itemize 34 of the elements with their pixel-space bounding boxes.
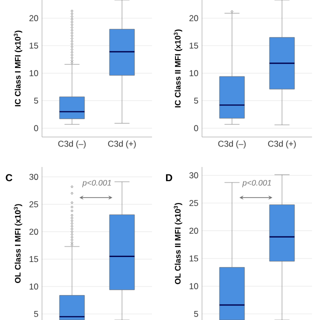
y-tick-label: 25 [189,200,198,206]
y-tick-label: 10 [30,70,38,76]
annotation: p<0.001 [242,180,271,188]
text: C [6,174,12,182]
y-tick-label: 0 [194,125,198,132]
y-tick-label: 15 [30,42,38,49]
y-tick-label: 10 [190,70,198,76]
x-tick-label: C3d (+) [268,140,296,148]
y-tick-label: 20 [29,228,38,235]
y-axis-title: OL Class I MFI (x10$^{3}$) [14,204,22,283]
x-tick-label: C3d (+) [108,140,136,148]
y-tick-label: 0 [34,125,38,132]
y-tick-label: 15 [190,256,198,262]
y-tick-label: 20 [189,15,198,22]
y-tick-label: 10 [190,283,198,290]
y-tick-label: 5 [34,311,38,317]
y-tick-label: 5 [194,310,198,317]
y-tick-label: 20 [29,15,38,22]
y-tick-label: 20 [189,228,198,234]
text: D [166,174,172,182]
annotation: p<0.001 [82,180,111,188]
y-tick-label: 10 [30,284,38,290]
y-tick-label: 30 [189,172,198,178]
y-tick-label: 5 [194,98,198,104]
y-tick-label: 5 [34,98,38,104]
y-tick-label: 30 [29,174,38,180]
y-tick-label: 15 [30,256,38,262]
x-tick-label: C3d (–) [218,140,246,148]
y-axis-title: OL Class II MFI (x10$^{3}$) [174,202,182,284]
y-axis-title: IC Class II MFI (x10$^{3}$) [174,30,182,108]
y-tick-label: 25 [29,201,38,208]
x-tick-label: C3d (–) [58,140,86,148]
y-axis-title: IC Class I MFI (x10$^{3}$) [14,30,22,106]
y-tick-label: 15 [190,42,198,49]
